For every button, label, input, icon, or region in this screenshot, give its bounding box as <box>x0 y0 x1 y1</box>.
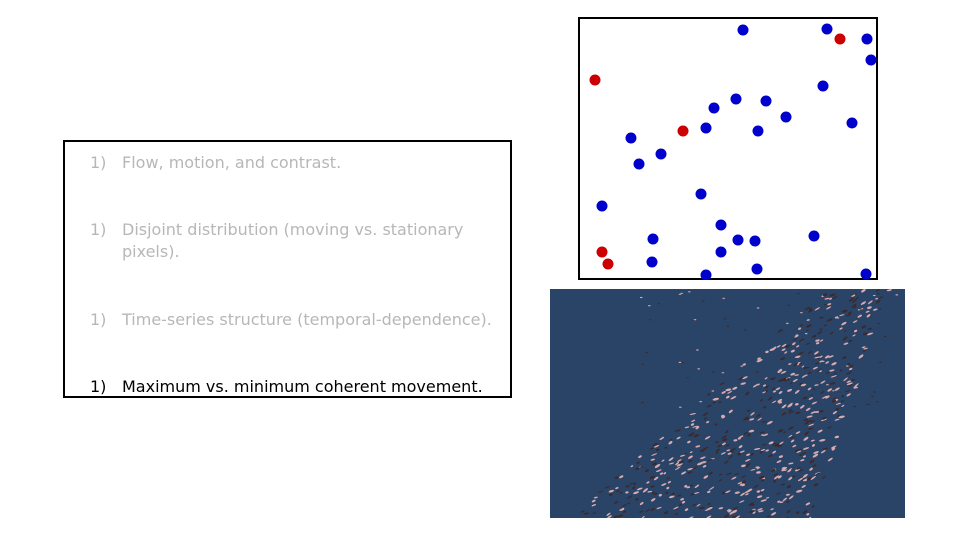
numbered-list-box: 1) Flow, motion, and contrast. 1) Disjoi… <box>63 140 512 398</box>
blue-dot <box>647 233 659 245</box>
list-item-text: Maximum vs. minimum coherent movement. <box>122 377 483 396</box>
water-background <box>550 289 905 518</box>
blue-dot <box>760 95 772 107</box>
blue-dot <box>715 246 727 258</box>
red-dot <box>589 74 601 86</box>
blue-dot <box>646 256 658 268</box>
blue-dot <box>737 24 749 36</box>
list-item-text: Disjoint distribution (moving vs. statio… <box>122 220 464 261</box>
blue-dot <box>700 122 712 134</box>
bird-flock <box>580 289 899 518</box>
red-dot <box>677 125 689 137</box>
blue-dot <box>780 111 792 123</box>
blue-dot <box>708 102 720 114</box>
blue-dot <box>715 219 727 231</box>
blue-dot <box>695 188 707 200</box>
blue-dot <box>730 93 742 105</box>
blue-dot <box>749 235 761 247</box>
bird-flock-image <box>550 289 905 518</box>
blue-dot <box>596 200 608 212</box>
dot-plot-panel <box>578 17 878 280</box>
blue-dot <box>808 230 820 242</box>
red-dot <box>596 246 608 258</box>
blue-dot <box>655 148 667 160</box>
list-item-number: 1) <box>90 153 107 172</box>
list-item-number: 1) <box>90 220 107 239</box>
blue-dot <box>861 33 873 45</box>
list-item-text: Time-series structure (temporal-dependen… <box>122 310 492 329</box>
dot-plot <box>589 23 877 280</box>
blue-dot <box>846 117 858 129</box>
blue-dot <box>625 132 637 144</box>
bird-flock-photo <box>550 289 905 518</box>
blue-dot <box>865 54 877 66</box>
blue-dot <box>821 23 833 35</box>
blue-dot <box>751 263 763 275</box>
blue-dot <box>817 80 829 92</box>
list-item-number: 1) <box>90 377 107 396</box>
red-dot <box>602 258 614 270</box>
red-dot <box>834 33 846 45</box>
list-item-number: 1) <box>90 310 107 329</box>
blue-dot <box>752 125 764 137</box>
blue-dot <box>860 268 872 280</box>
blue-dot <box>700 269 712 280</box>
list-item-text: Flow, motion, and contrast. <box>122 153 342 172</box>
blue-dot <box>633 158 645 170</box>
blue-dot <box>732 234 744 246</box>
